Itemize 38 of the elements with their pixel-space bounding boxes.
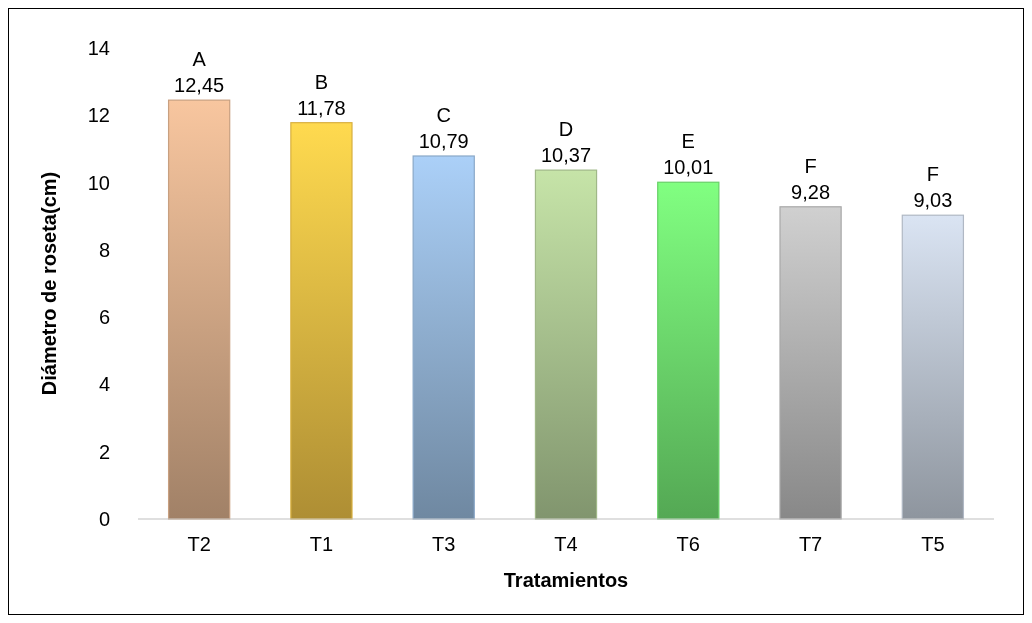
x-tick-label: T4 — [554, 533, 578, 555]
y-tick-label: 10 — [87, 171, 110, 194]
x-tick-label: T2 — [187, 533, 211, 555]
bar — [290, 122, 353, 520]
annotation: D — [558, 118, 574, 141]
x-tick-label: T5 — [921, 533, 945, 555]
annotation: A — [192, 48, 207, 71]
y-tick-label: 14 — [87, 37, 110, 59]
bar — [412, 155, 475, 520]
data-label: 10,01 — [663, 156, 714, 179]
data-label: 9,28 — [791, 180, 831, 203]
y-tick-label: 6 — [98, 306, 110, 329]
bar — [901, 214, 965, 520]
annotation: E — [681, 130, 695, 153]
x-axis-title: Tratamientos — [503, 569, 629, 591]
x-tick-label: T6 — [676, 533, 700, 555]
y-axis-title: Diámetro de roseta(cm) — [38, 171, 60, 396]
annotation: B — [314, 70, 329, 93]
bar — [779, 206, 842, 520]
data-label: 11,78 — [297, 96, 346, 119]
bar — [657, 181, 720, 520]
x-tick-label: T3 — [432, 533, 456, 555]
bar — [167, 99, 231, 520]
y-tick-label: 12 — [87, 104, 110, 127]
data-label: 12,45 — [174, 74, 225, 97]
data-label: 9,03 — [913, 189, 953, 212]
y-tick-label: 8 — [98, 238, 110, 261]
data-label: 10,37 — [540, 144, 592, 167]
y-tick-label: 2 — [98, 440, 110, 463]
bar — [534, 169, 598, 520]
annotation: C — [436, 103, 451, 126]
data-label: 10,79 — [418, 129, 469, 152]
annotation: F — [926, 163, 939, 186]
y-tick-label: 4 — [98, 373, 110, 396]
y-tick-label: 0 — [98, 508, 110, 530]
x-tick-label: T1 — [309, 533, 334, 555]
annotation: F — [804, 154, 817, 177]
x-tick-label: T7 — [798, 533, 823, 555]
